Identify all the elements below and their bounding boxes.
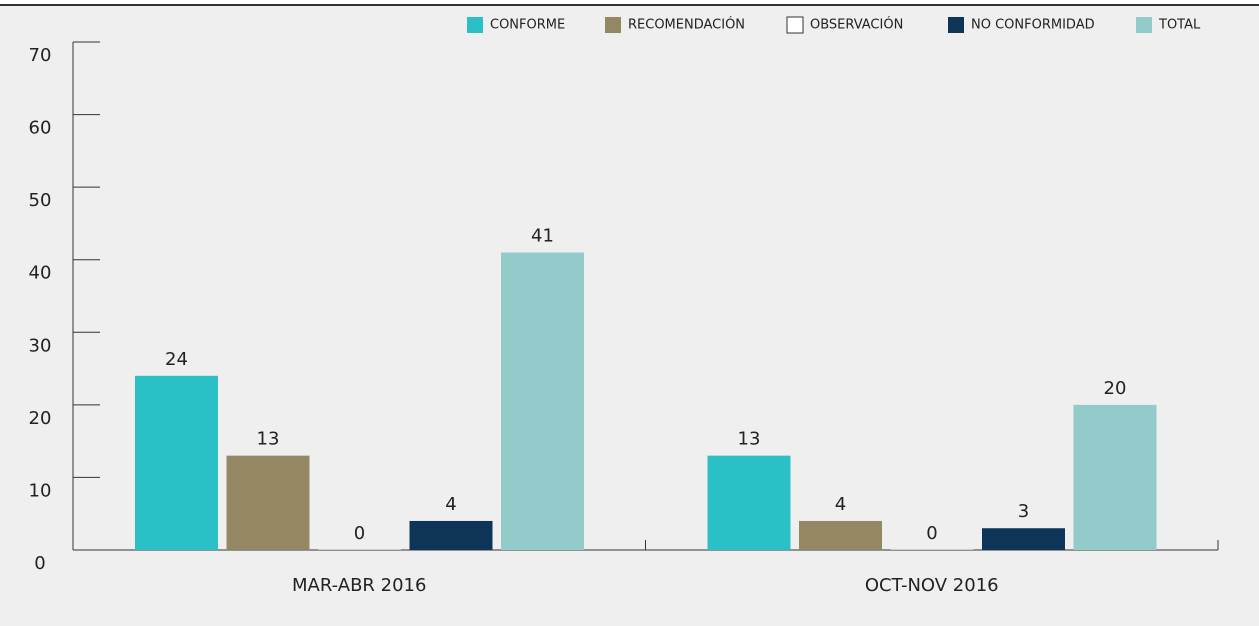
value-label: 3: [1018, 501, 1029, 522]
legend-label: NO CONFORMIDAD: [971, 18, 1095, 33]
legend-swatch: [1136, 17, 1152, 33]
y-tick-label: 20: [29, 408, 52, 429]
bar: [982, 528, 1065, 550]
legend-label: RECOMENDACIÓN: [628, 17, 745, 33]
y-tick-label: 60: [29, 118, 52, 139]
value-label: 13: [257, 429, 280, 450]
value-label: 4: [835, 494, 846, 515]
y-tick-label: 30: [29, 335, 52, 356]
bar: [409, 520, 493, 550]
bar: [1073, 404, 1157, 550]
bar: [501, 252, 584, 550]
legend-label: TOTAL: [1158, 18, 1201, 33]
value-label: 0: [354, 523, 365, 544]
value-label: 41: [531, 225, 554, 246]
value-label: 13: [738, 429, 761, 450]
legend-swatch: [786, 16, 804, 34]
y-tick-label: 0: [34, 553, 45, 574]
value-label: 0: [926, 523, 937, 544]
value-label: 4: [445, 494, 456, 515]
x-tick-label: MAR-ABR 2016: [292, 575, 426, 596]
bar: [226, 455, 310, 550]
legend-label: CONFORME: [490, 18, 565, 33]
legend-swatch: [948, 17, 964, 33]
value-label: 20: [1104, 378, 1127, 399]
y-tick-label: 70: [29, 45, 52, 66]
bar: [707, 455, 791, 550]
bar: [799, 520, 882, 550]
legend-swatch: [605, 17, 621, 33]
x-tick-label: OCT-NOV 2016: [865, 575, 999, 596]
y-tick-label: 50: [29, 190, 52, 211]
bar: [135, 375, 218, 550]
legend-swatch: [467, 17, 483, 33]
legend-label: OBSERVACIÓN: [810, 17, 903, 33]
y-tick-label: 40: [29, 263, 52, 284]
value-label: 24: [165, 349, 188, 370]
y-tick-label: 10: [29, 480, 52, 501]
